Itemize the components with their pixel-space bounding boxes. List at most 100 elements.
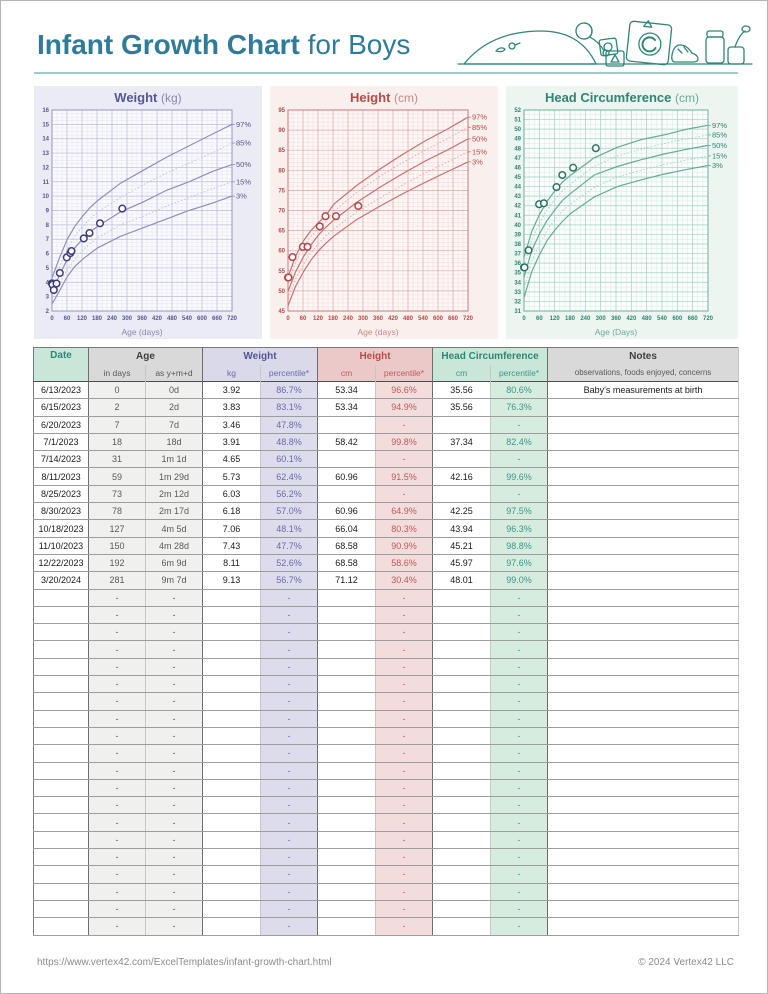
date-cell[interactable]: 12/22/2023 xyxy=(33,554,89,573)
weight-kg-cell[interactable]: 6.03 xyxy=(202,485,261,504)
age-days-cell[interactable]: - xyxy=(88,900,146,919)
head-cm-cell[interactable]: 35.56 xyxy=(432,381,492,400)
height-cm-cell[interactable] xyxy=(317,779,376,798)
age-days-cell[interactable]: - xyxy=(88,796,146,815)
weight-kg-cell[interactable]: 3.91 xyxy=(202,433,261,452)
age-ymd-cell[interactable]: - xyxy=(145,589,203,607)
head-cm-cell[interactable] xyxy=(432,917,492,936)
notes-cell[interactable] xyxy=(547,502,740,521)
head-percentile-cell[interactable]: - xyxy=(490,450,549,469)
age-ymd-cell[interactable]: - xyxy=(145,727,203,746)
age-days-cell[interactable]: 127 xyxy=(88,519,146,538)
age-ymd-cell[interactable]: 2m 12d xyxy=(145,485,203,504)
weight-percentile-cell[interactable]: - xyxy=(260,813,318,832)
height-cm-cell[interactable] xyxy=(317,450,376,469)
age-ymd-cell[interactable]: - xyxy=(145,675,203,694)
head-cm-cell[interactable] xyxy=(432,796,492,815)
height-cm-cell[interactable] xyxy=(317,623,376,642)
date-cell[interactable] xyxy=(33,848,89,867)
weight-kg-cell[interactable] xyxy=(202,710,261,728)
height-cm-cell[interactable] xyxy=(317,727,376,746)
notes-cell[interactable] xyxy=(547,658,740,677)
weight-percentile-cell[interactable]: 52.6% xyxy=(260,554,318,573)
date-cell[interactable] xyxy=(33,658,89,677)
head-cm-cell[interactable] xyxy=(432,744,492,763)
age-days-cell[interactable]: - xyxy=(88,744,146,763)
notes-cell[interactable] xyxy=(547,519,740,538)
height-cm-cell[interactable]: 53.34 xyxy=(317,381,376,400)
head-percentile-cell[interactable]: - xyxy=(490,796,549,815)
height-cm-cell[interactable] xyxy=(317,813,376,832)
age-ymd-cell[interactable]: - xyxy=(145,606,203,625)
height-percentile-cell[interactable]: - xyxy=(375,831,434,850)
head-percentile-cell[interactable]: - xyxy=(490,485,549,504)
height-percentile-cell[interactable]: - xyxy=(375,865,434,884)
age-days-cell[interactable]: - xyxy=(88,640,146,659)
height-cm-cell[interactable] xyxy=(317,883,376,901)
weight-kg-cell[interactable] xyxy=(202,917,261,936)
height-cm-cell[interactable] xyxy=(317,831,376,850)
head-percentile-cell[interactable]: 99.6% xyxy=(490,467,549,486)
notes-cell[interactable] xyxy=(547,537,740,555)
age-ymd-cell[interactable]: - xyxy=(145,710,203,728)
age-ymd-cell[interactable]: - xyxy=(145,865,203,884)
weight-kg-cell[interactable]: 4.65 xyxy=(202,450,261,469)
age-ymd-cell[interactable]: - xyxy=(145,813,203,832)
height-percentile-cell[interactable]: - xyxy=(375,589,434,607)
date-cell[interactable]: 11/10/2023 xyxy=(33,537,89,555)
notes-cell[interactable] xyxy=(547,467,740,486)
height-percentile-cell[interactable]: - xyxy=(375,606,434,625)
notes-cell[interactable] xyxy=(547,606,740,625)
weight-percentile-cell[interactable]: 56.7% xyxy=(260,571,318,590)
age-days-cell[interactable]: - xyxy=(88,623,146,642)
date-cell[interactable] xyxy=(33,710,89,728)
notes-cell[interactable] xyxy=(547,779,740,798)
weight-kg-cell[interactable] xyxy=(202,883,261,901)
date-cell[interactable] xyxy=(33,831,89,850)
head-cm-cell[interactable] xyxy=(432,692,492,711)
head-percentile-cell[interactable]: 97.6% xyxy=(490,554,549,573)
height-cm-cell[interactable]: 68.58 xyxy=(317,537,376,555)
height-cm-cell[interactable]: 68.58 xyxy=(317,554,376,573)
height-percentile-cell[interactable]: - xyxy=(375,848,434,867)
age-days-cell[interactable]: 192 xyxy=(88,554,146,573)
height-percentile-cell[interactable]: - xyxy=(375,917,434,936)
head-percentile-cell[interactable]: - xyxy=(490,692,549,711)
head-percentile-cell[interactable]: - xyxy=(490,900,549,919)
date-cell[interactable]: 8/30/2023 xyxy=(33,502,89,521)
head-cm-cell[interactable] xyxy=(432,865,492,884)
head-cm-cell[interactable]: 42.16 xyxy=(432,467,492,486)
date-cell[interactable]: 10/18/2023 xyxy=(33,519,89,538)
notes-cell[interactable] xyxy=(547,692,740,711)
head-percentile-cell[interactable]: - xyxy=(490,865,549,884)
head-cm-cell[interactable] xyxy=(432,779,492,798)
age-days-cell[interactable]: - xyxy=(88,606,146,625)
notes-cell[interactable] xyxy=(547,571,740,590)
head-percentile-cell[interactable]: - xyxy=(490,883,549,901)
height-cm-cell[interactable]: 60.96 xyxy=(317,502,376,521)
notes-cell[interactable] xyxy=(547,848,740,867)
notes-cell[interactable] xyxy=(547,813,740,832)
head-cm-cell[interactable]: 37.34 xyxy=(432,433,492,452)
date-cell[interactable]: 6/13/2023 xyxy=(33,381,89,400)
date-cell[interactable] xyxy=(33,900,89,919)
head-cm-cell[interactable]: 48.01 xyxy=(432,571,492,590)
date-cell[interactable] xyxy=(33,640,89,659)
height-percentile-cell[interactable]: - xyxy=(375,658,434,677)
height-cm-cell[interactable] xyxy=(317,865,376,884)
head-cm-cell[interactable] xyxy=(432,848,492,867)
weight-percentile-cell[interactable]: - xyxy=(260,762,318,780)
age-days-cell[interactable]: - xyxy=(88,865,146,884)
notes-cell[interactable] xyxy=(547,623,740,642)
head-percentile-cell[interactable]: 96.3% xyxy=(490,519,549,538)
head-cm-cell[interactable] xyxy=(432,710,492,728)
weight-percentile-cell[interactable]: - xyxy=(260,623,318,642)
age-days-cell[interactable]: - xyxy=(88,675,146,694)
weight-percentile-cell[interactable]: - xyxy=(260,589,318,607)
head-percentile-cell[interactable]: 98.8% xyxy=(490,537,549,555)
notes-cell[interactable] xyxy=(547,433,740,452)
template-url[interactable]: https://www.vertex42.com/ExcelTemplates/… xyxy=(37,957,332,968)
age-ymd-cell[interactable]: - xyxy=(145,779,203,798)
age-days-cell[interactable]: - xyxy=(88,813,146,832)
age-days-cell[interactable]: - xyxy=(88,762,146,780)
